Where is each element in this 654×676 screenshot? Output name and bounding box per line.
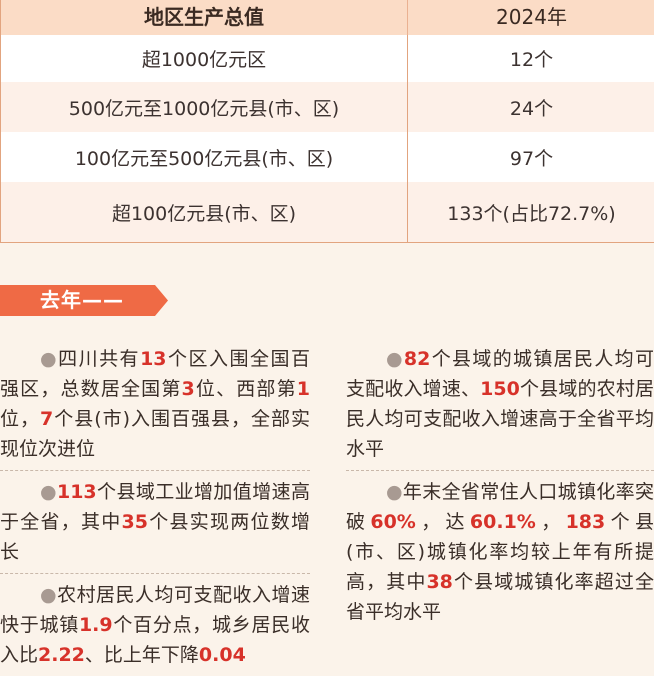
text-span: ，达 <box>415 511 470 533</box>
list-item: ●82个县域的城镇居民人均可支配收入增速、150个县域的农村居民人均可支配收入增… <box>346 338 654 470</box>
dashed-divider <box>346 470 654 471</box>
highlight-number: 82 <box>403 348 431 370</box>
text-span: 个县域的农村居民人均可支配收入增速高于全省平均水平 <box>346 378 654 460</box>
text-span: 四川共有 <box>58 348 141 370</box>
highlight-number: 1 <box>296 378 310 400</box>
highlight-number: 183 <box>565 511 606 533</box>
left-column: ●四川共有13个区入围全国百强区，总数居全国第3位、西部第1位，7个县(市)入围… <box>0 338 310 676</box>
bullet-icon: ● <box>386 481 403 503</box>
list-item: ●四川共有13个区入围全国百强区，总数居全国第3位、西部第1 位，7个县(市)入围… <box>0 338 310 470</box>
table-header-year: 2024年 <box>496 5 567 29</box>
highlight-number: 0.04 <box>198 644 246 666</box>
text-span: 年末全省常住人口城镇化率突破 <box>346 481 654 533</box>
highlight-number: 35 <box>121 511 148 533</box>
gdp-table: 地区生产总值 2024年 超1000亿元区 12个 500亿元至1000亿元县(… <box>0 0 654 243</box>
table-cell-count: 97个 <box>509 147 554 170</box>
text-span: 位， <box>0 408 40 430</box>
highlight-number: 60% <box>370 511 416 533</box>
bullet-icon: ● <box>386 348 404 370</box>
dashed-divider <box>0 470 310 471</box>
highlight-number: 60.1% <box>469 511 536 533</box>
text-span: 个县(市)入围百强县，全部实现位次进位 <box>0 408 310 460</box>
table-row: 100亿元至500亿元县(市、区) 97个 <box>1 132 654 182</box>
highlight-number: 7 <box>40 408 54 430</box>
bullet-icon: ● <box>40 481 57 503</box>
highlight-number: 38 <box>426 571 453 593</box>
highlight-number: 3 <box>181 378 195 400</box>
table-cell-category: 500亿元至1000亿元县(市、区) <box>1 82 408 132</box>
table-row: 超100亿元县(市、区) 133个(占比72.7%) <box>1 182 654 242</box>
table-row: 500亿元至1000亿元县(市、区) 24个 <box>1 82 654 132</box>
text-span: 个区入围全国百强区，总数居全国第 <box>0 348 310 400</box>
text-span: 个县(市、区)城镇化率均较上年有所提高，其中 <box>346 511 654 593</box>
section-banner: 去年—— <box>0 285 170 316</box>
bullet-icon: ● <box>40 348 59 370</box>
table-header-region: 地区生产总值 <box>1 0 408 35</box>
table-cell-count: 24个 <box>509 97 554 120</box>
table-cell-category: 超1000亿元区 <box>1 35 408 82</box>
text-span: 个县域工业增加值增速高于全省，其中 <box>0 481 310 533</box>
bullet-icon: ● <box>40 584 58 606</box>
text-span: 个县实现两位数增长 <box>0 511 310 563</box>
highlight-number: 2.22 <box>38 644 85 666</box>
banner-arrow-shape <box>0 285 168 316</box>
table-cell-category: 超100亿元县(市、区) <box>1 182 408 242</box>
text-span: 位、西部第 <box>194 378 297 400</box>
text-span: 个县域的城镇居民人均可支配收入增速、 <box>346 348 654 400</box>
text-span: ， <box>535 511 566 533</box>
table-row: 超1000亿元区 12个 <box>1 35 654 82</box>
table-cell-count: 12个 <box>509 49 554 71</box>
section-title: 去年—— <box>40 288 124 312</box>
list-item: ●113个县域工业增加值增速高于全省，其中35个县实现两位数增长 <box>0 471 310 573</box>
list-item: ●年末全省常住人口城镇化率突破60%，达60.1%，183个县(市、区)城镇化率… <box>346 471 654 633</box>
highlight-number: 13 <box>140 348 167 370</box>
right-column: ●82个县域的城镇居民人均可支配收入增速、150个县域的农村居民人均可支配收入增… <box>346 338 654 633</box>
highlight-number: 113 <box>56 481 97 503</box>
highlight-number: 1.9 <box>78 614 113 636</box>
dashed-divider <box>0 573 310 574</box>
table-cell-category: 100亿元至500亿元县(市、区) <box>1 132 408 182</box>
text-span: 、比上年下降 <box>84 644 199 666</box>
highlight-number: 150 <box>480 378 520 400</box>
list-item: ●农村居民人均可支配收入增速快于城镇1.9个百分点，城乡居民收入比2.22、比上… <box>0 574 310 676</box>
table-header-row: 地区生产总值 2024年 <box>1 0 654 35</box>
table-cell-count: 133个(占比72.7%) <box>447 202 616 225</box>
